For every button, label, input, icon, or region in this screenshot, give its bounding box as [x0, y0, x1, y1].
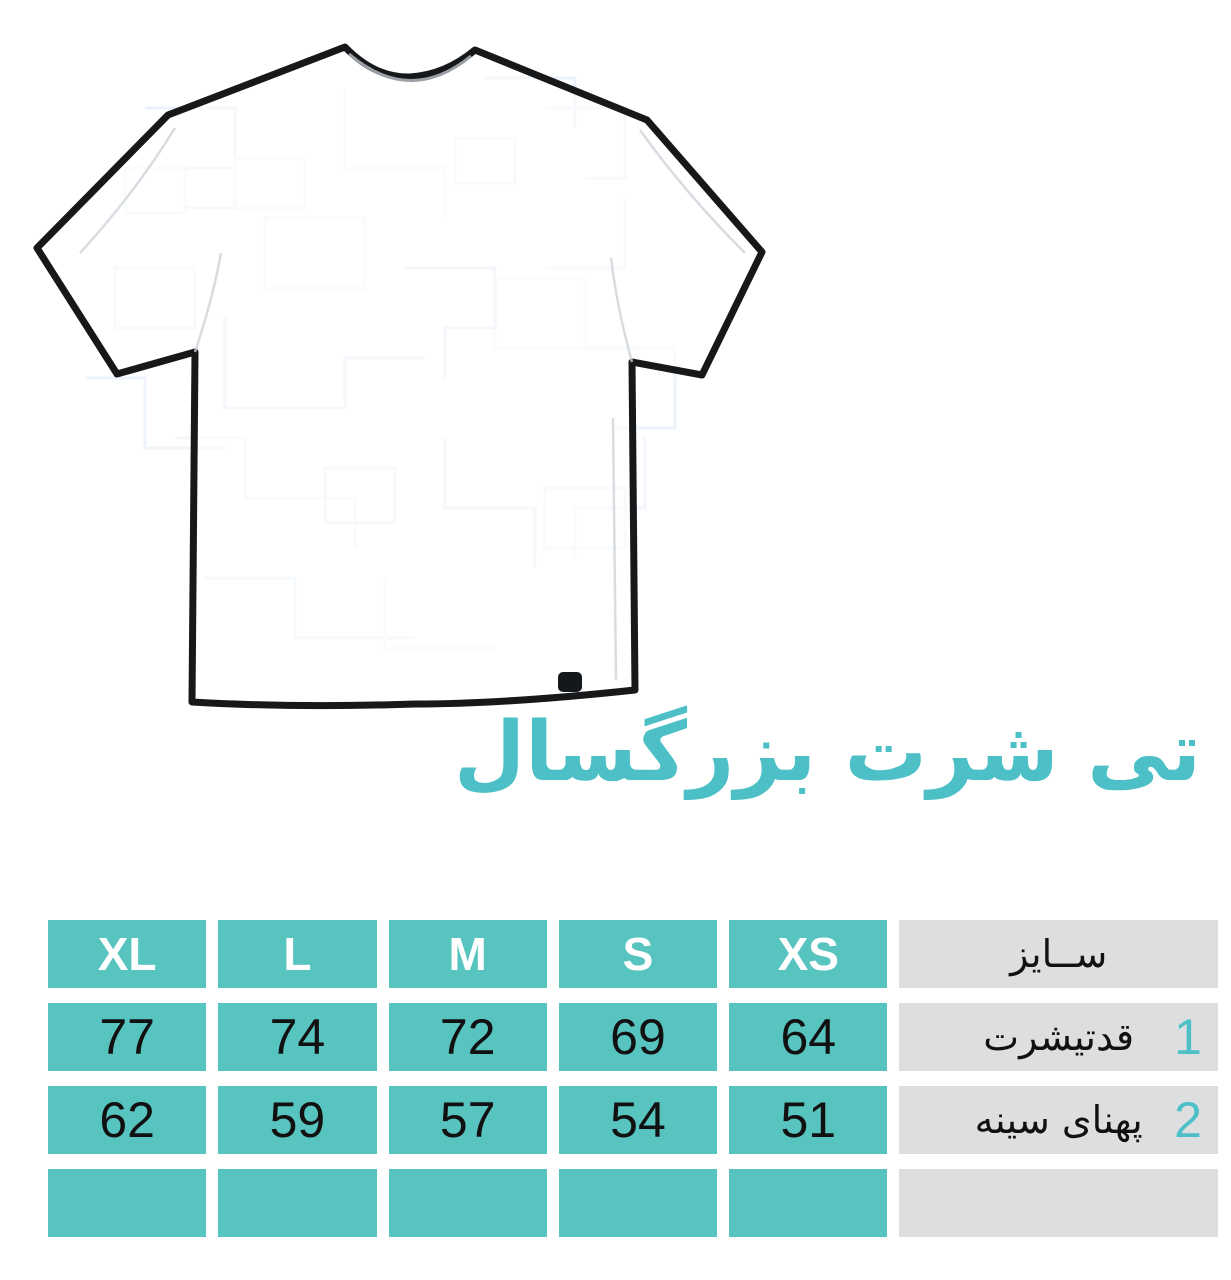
row-number-1: 1: [1174, 1009, 1202, 1065]
chest-l: 59: [218, 1086, 377, 1154]
size-table: XL L M S XS ســایز 77 74 72 69 64 قدتیشر…: [48, 920, 1218, 1237]
page-title: تی شرت بزرگسال: [454, 705, 1201, 800]
seam-shading: [79, 127, 746, 681]
size-corner-cell: ســایز: [899, 920, 1218, 988]
chest-s: 54: [558, 1086, 718, 1154]
hem-tag: [558, 672, 582, 692]
size-header-xs: XS: [729, 920, 888, 988]
size-header-l: L: [218, 920, 377, 988]
length-xs: 64: [729, 1003, 888, 1071]
size-header-xl: XL: [48, 920, 207, 988]
empty-label-cell: [899, 1169, 1218, 1237]
length-label: قدتیشرت: [983, 1015, 1135, 1059]
empty-xl: [48, 1169, 207, 1237]
size-header-s: S: [558, 920, 718, 988]
length-l: 74: [218, 1003, 377, 1071]
size-corner-label: ســایز: [1010, 932, 1108, 976]
chest-xs: 51: [729, 1086, 888, 1154]
length-s: 69: [558, 1003, 718, 1071]
length-xl: 77: [48, 1003, 207, 1071]
empty-s: [558, 1169, 718, 1237]
tshirt-back-illustration: [25, 18, 770, 723]
empty-m: [388, 1169, 547, 1237]
length-label-cell: قدتیشرت 1: [899, 1003, 1218, 1071]
table-row-chest: 62 59 57 54 51 پهنای سینه 2: [48, 1086, 1218, 1154]
row-number-2: 2: [1174, 1092, 1202, 1148]
chest-label-cell: پهنای سینه 2: [899, 1086, 1218, 1154]
table-header-row: XL L M S XS ســایز: [48, 920, 1218, 988]
tshirt-back-icon: [33, 43, 766, 710]
length-m: 72: [388, 1003, 547, 1071]
chest-xl: 62: [48, 1086, 207, 1154]
empty-l: [218, 1169, 377, 1237]
size-header-m: M: [388, 920, 547, 988]
empty-xs: [729, 1169, 888, 1237]
chest-m: 57: [388, 1086, 547, 1154]
table-row-empty: [48, 1169, 1218, 1237]
tshirt-outline: [33, 43, 766, 710]
chest-label: پهنای سینه: [974, 1098, 1143, 1142]
table-row-length: 77 74 72 69 64 قدتیشرت 1: [48, 1003, 1218, 1071]
collar-line: [348, 52, 472, 82]
